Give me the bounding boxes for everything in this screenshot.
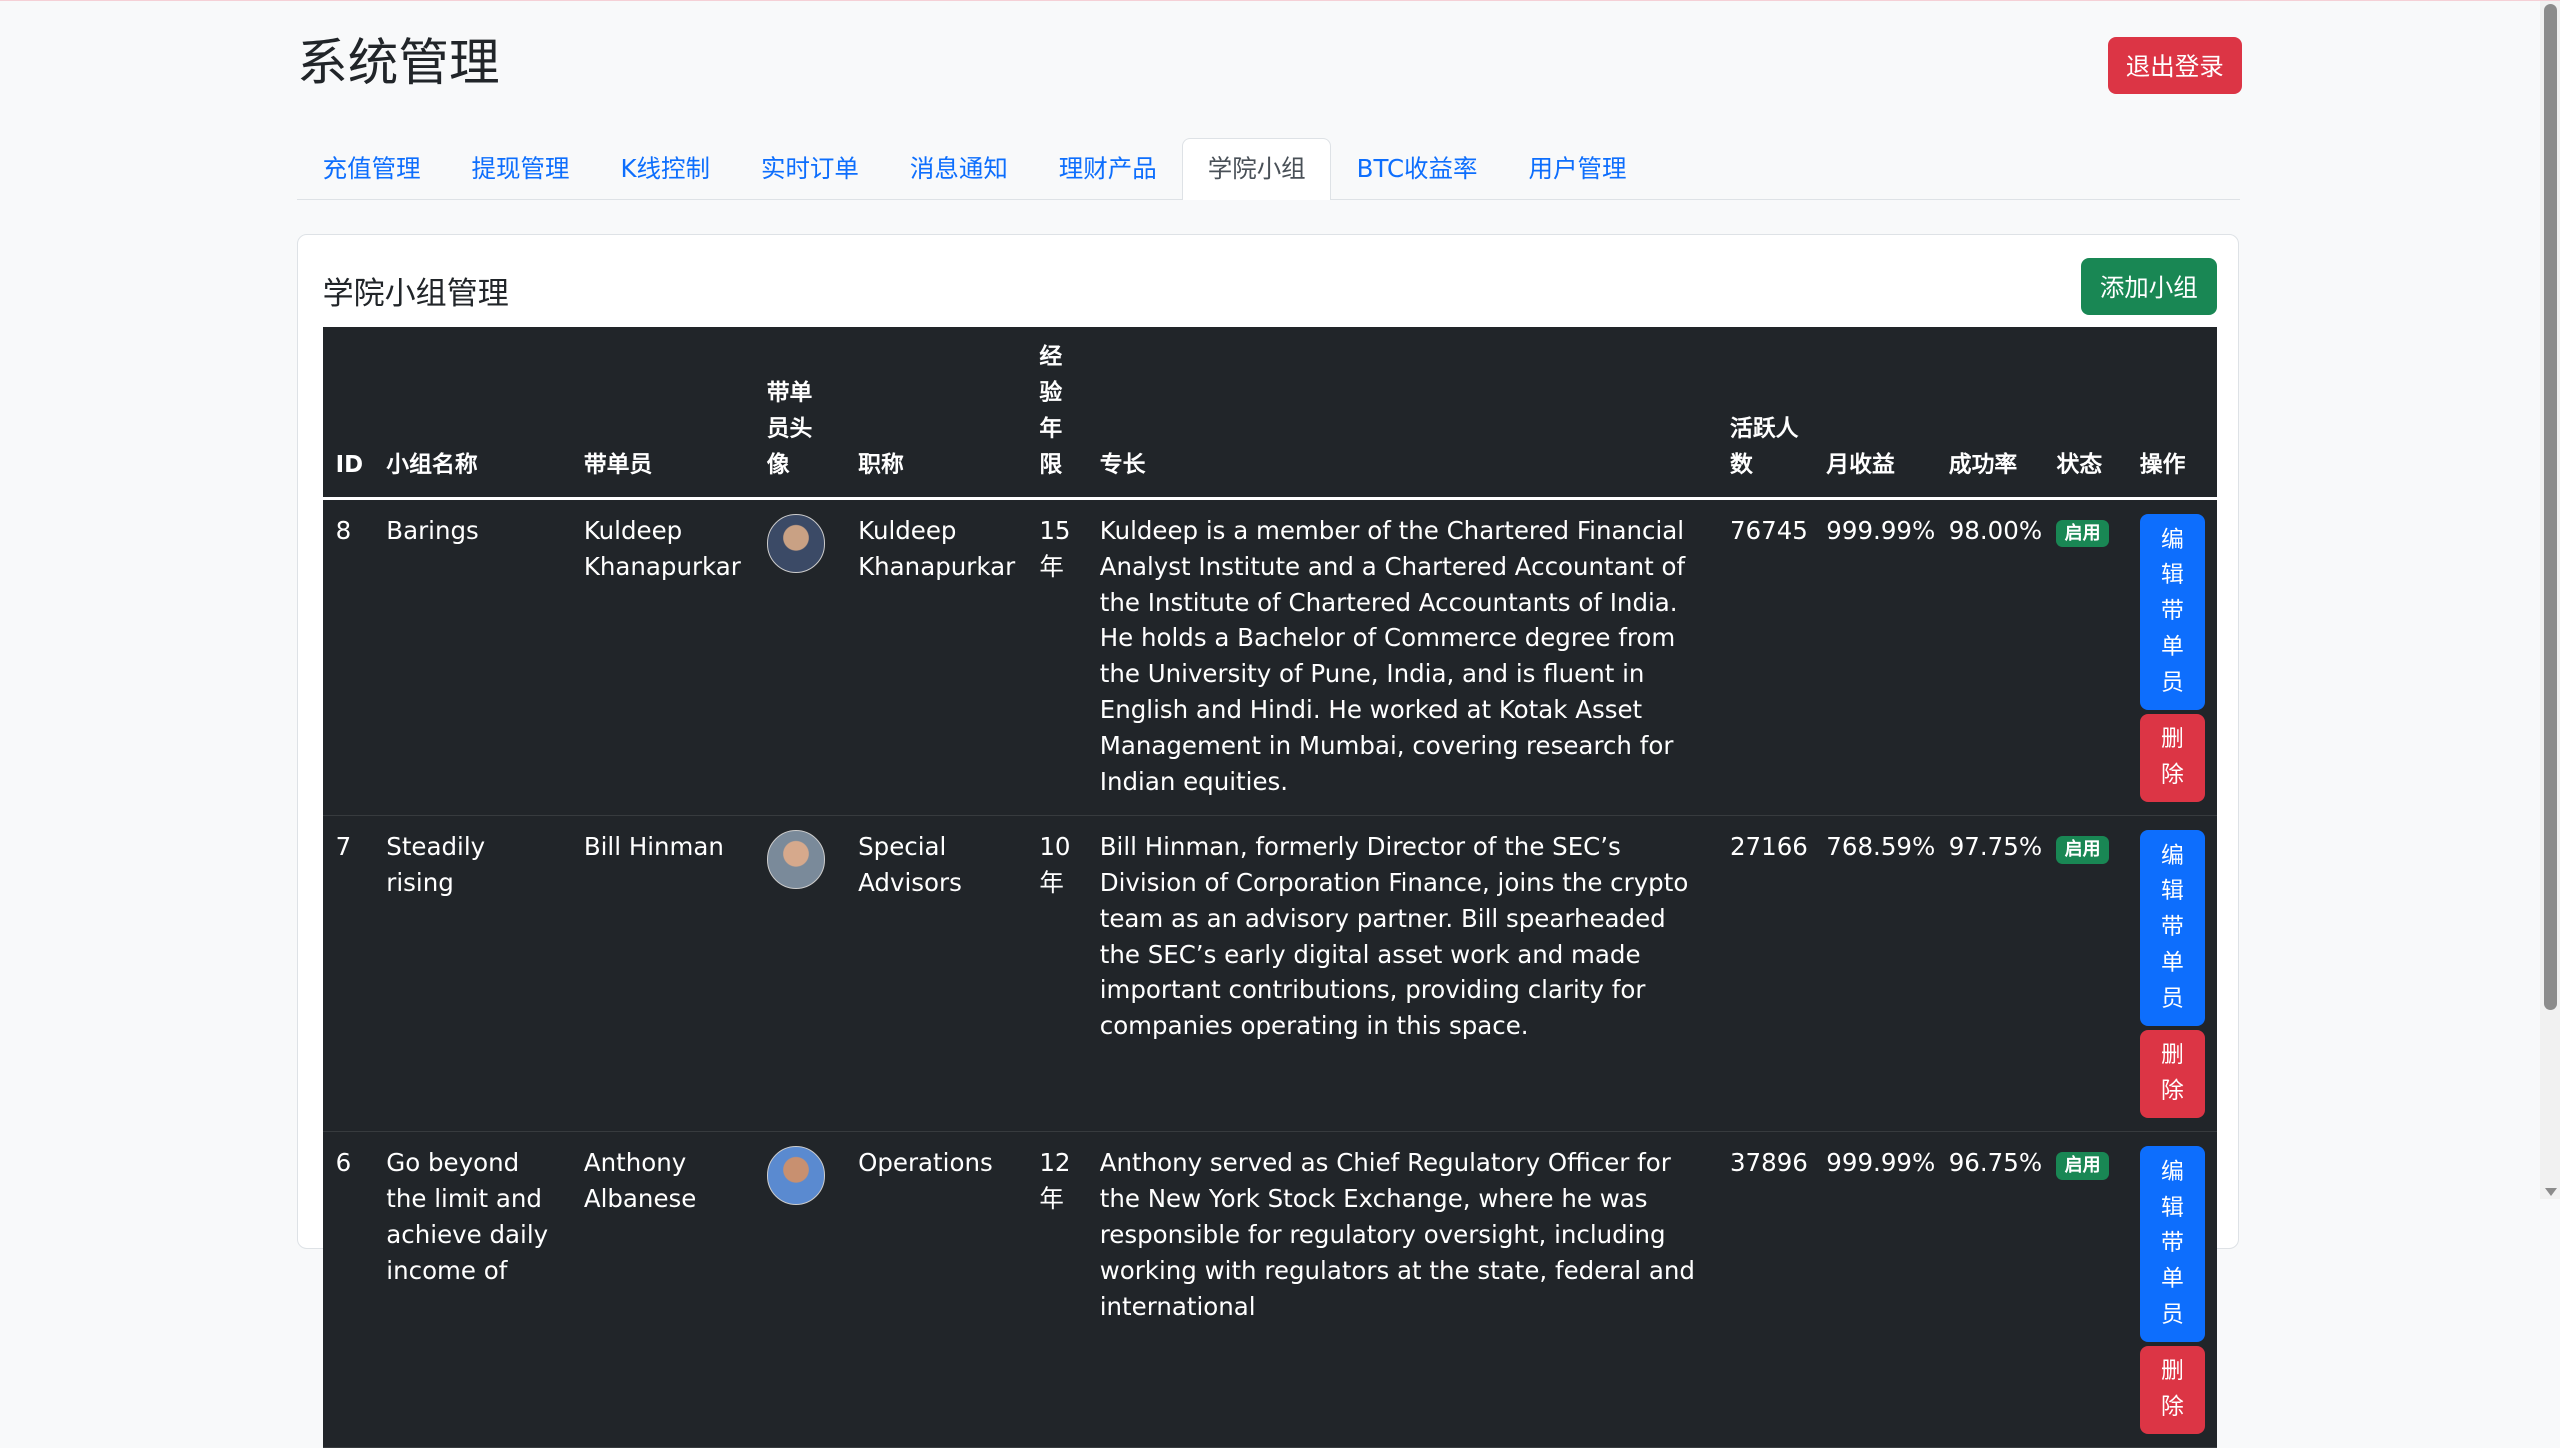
cell-monthly-return: 999.99% [1813,1131,1936,1448]
cell-monthly-return: 768.59% [1813,815,1936,1132]
cell-id: 7 [322,815,374,1132]
cell-success-rate: 98.00% [1935,498,2044,816]
cell-status: 启用 [2043,498,2127,816]
cell-id: 8 [322,498,374,816]
cell-active-count: 76745 [1716,498,1814,816]
tab-products[interactable]: 理财产品 [1058,154,1157,184]
header-id: ID [322,326,374,500]
logout-button[interactable]: 退出登录 [2107,36,2242,95]
cell-monthly-return: 999.99% [1813,498,1936,816]
edit-leader-button[interactable]: 编辑带单员 [2139,830,2206,1027]
tab-notifications[interactable]: 消息通知 [909,154,1008,184]
cell-leader: Anthony Albanese [570,1131,754,1448]
header-title: 职称 [845,326,1027,500]
avatar [766,830,826,890]
table-header-row: ID 小组名称 带单员 带单员头像 职称 经验年限 专长 活跃人数 月收益 成功… [322,326,2217,500]
cell-group-name: Barings [373,498,571,816]
scrollbar[interactable] [2540,1,2560,1200]
cell-avatar [753,1131,846,1448]
tab-kline[interactable]: K线控制 [620,154,710,184]
cell-actions: 编辑带单员 删除 [2126,498,2217,816]
delete-button[interactable]: 删除 [2139,713,2206,802]
groups-table: ID 小组名称 带单员 带单员头像 职称 经验年限 专长 活跃人数 月收益 成功… [322,326,2217,1448]
tab-withdraw[interactable]: 提现管理 [471,154,570,184]
tab-recharge[interactable]: 充值管理 [322,154,421,184]
tab-users[interactable]: 用户管理 [1528,154,1627,184]
cell-specialty: Bill Hinman, formerly Director of the SE… [1086,815,1717,1132]
cell-group-name: Go beyond the limit and achieve daily in… [373,1131,571,1448]
cell-actions: 编辑带单员 删除 [2126,1131,2217,1448]
cell-title: Operations [845,1131,1027,1448]
header-monthly: 月收益 [1813,326,1936,500]
header-years: 经验年限 [1026,326,1087,500]
cell-group-name: Steadily rising [373,815,571,1132]
status-badge: 启用 [2056,519,2109,548]
table-row: 8 Barings Kuldeep Khanapurkar Kuldeep Kh… [322,498,2217,816]
table-row: 7 Steadily rising Bill Hinman Special Ad… [322,815,2217,1132]
cell-status: 启用 [2043,815,2127,1132]
cell-title: Kuldeep Khanapurkar [845,498,1027,816]
scrollbar-thumb[interactable] [2543,4,2557,1010]
header-actions: 操作 [2126,326,2217,500]
table-row: 6 Go beyond the limit and achieve daily … [322,1131,2217,1448]
delete-button[interactable]: 删除 [2139,1029,2206,1118]
header-specialty: 专长 [1086,326,1717,500]
status-badge: 启用 [2056,1151,2109,1180]
cell-leader: Kuldeep Khanapurkar [570,498,754,816]
cell-active-count: 37896 [1716,1131,1814,1448]
cell-years: 12 年 [1026,1131,1087,1448]
header-leader: 带单员 [570,326,754,500]
status-badge: 启用 [2056,835,2109,864]
header-status: 状态 [2043,326,2127,500]
tab-academy[interactable]: 学院小组 [1182,138,1332,200]
cell-success-rate: 96.75% [1935,1131,2044,1448]
header-name: 小组名称 [373,326,571,500]
add-group-button[interactable]: 添加小组 [2081,258,2217,316]
cell-specialty: Kuldeep is a member of the Chartered Fin… [1086,498,1717,816]
header-success: 成功率 [1935,326,2044,500]
cell-actions: 编辑带单员 删除 [2126,815,2217,1132]
tab-btc-yield[interactable]: BTC收益率 [1356,154,1478,184]
avatar [766,1146,826,1206]
tab-orders[interactable]: 实时订单 [760,154,859,184]
nav-tabs: 充值管理 提现管理 K线控制 实时订单 消息通知 理财产品 学院小组 BTC收益… [297,138,2241,200]
cell-success-rate: 97.75% [1935,815,2044,1132]
cell-title: Special Advisors [845,815,1027,1132]
cell-status: 启用 [2043,1131,2127,1448]
cell-id: 6 [322,1131,374,1448]
cell-years: 15 年 [1026,498,1087,816]
scroll-down-arrow-icon[interactable] [2544,1188,2557,1196]
page-title: 系统管理 [297,33,500,93]
avatar [766,514,826,574]
header-avatar: 带单员头像 [753,326,846,500]
delete-button[interactable]: 删除 [2139,1345,2206,1434]
edit-leader-button[interactable]: 编辑带单员 [2139,514,2206,711]
cell-years: 10 年 [1026,815,1087,1132]
academy-panel: 学院小组管理 添加小组 ID 小组名称 带单员 带单员头像 职称 经验年限 专长… [297,234,2239,1448]
cell-avatar [753,815,846,1132]
header-active: 活跃人数 [1716,326,1814,500]
cell-leader: Bill Hinman [570,815,754,1132]
panel-title: 学院小组管理 [322,276,509,313]
cell-avatar [753,498,846,816]
cell-active-count: 27166 [1716,815,1814,1132]
cell-specialty: Anthony served as Chief Regulatory Offic… [1086,1131,1717,1448]
edit-leader-button[interactable]: 编辑带单员 [2139,1146,2206,1343]
